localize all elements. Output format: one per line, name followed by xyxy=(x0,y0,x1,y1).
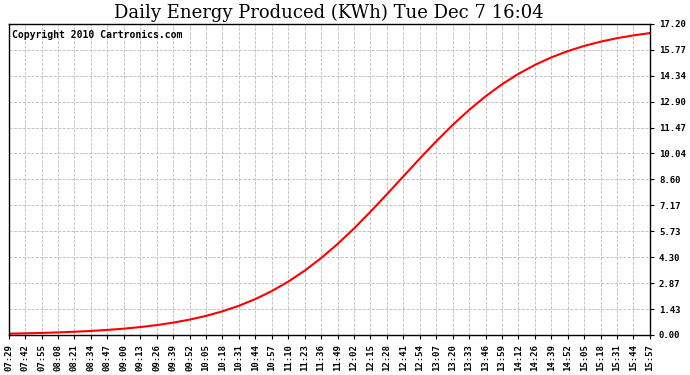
Text: Copyright 2010 Cartronics.com: Copyright 2010 Cartronics.com xyxy=(12,30,182,40)
Title: Daily Energy Produced (KWh) Tue Dec 7 16:04: Daily Energy Produced (KWh) Tue Dec 7 16… xyxy=(115,4,544,22)
